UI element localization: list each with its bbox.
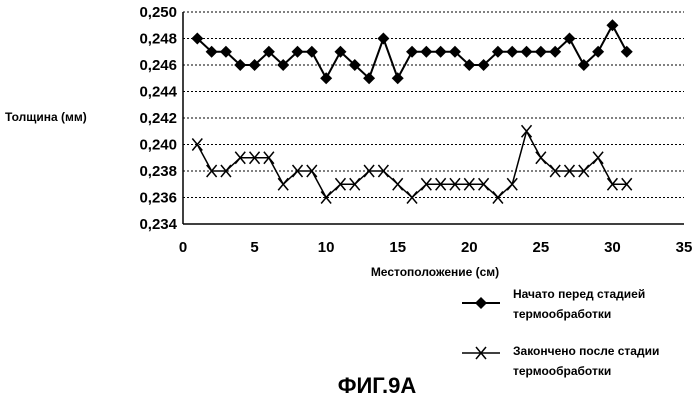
y-tick-label: 0,242 bbox=[139, 110, 177, 127]
data-point-series-2 bbox=[463, 177, 475, 191]
data-point-series-2 bbox=[606, 177, 619, 191]
data-point-series-1 bbox=[262, 45, 275, 58]
data-point-series-2 bbox=[478, 177, 490, 191]
figure-label: ФИГ.9А bbox=[338, 373, 417, 398]
data-point-series-1 bbox=[320, 72, 333, 85]
y-tick-label: 0,236 bbox=[139, 190, 177, 207]
data-point-series-1 bbox=[549, 45, 562, 58]
data-point-series-2 bbox=[206, 164, 218, 178]
grid-lines bbox=[183, 11, 684, 198]
legend-label-series-2-line1: Закончено после стадии bbox=[513, 344, 659, 358]
data-point-series-1 bbox=[334, 45, 347, 58]
y-axis-label: Толщина (мм) bbox=[5, 110, 87, 124]
data-point-series-2 bbox=[234, 151, 246, 165]
data-point-series-2 bbox=[492, 191, 504, 204]
data-point-series-1 bbox=[520, 45, 533, 58]
data-point-series-2 bbox=[334, 177, 347, 191]
x-tick-label: 10 bbox=[318, 239, 335, 256]
data-point-series-1 bbox=[420, 45, 433, 58]
data-point-series-1 bbox=[234, 59, 247, 71]
data-point-series-1 bbox=[563, 32, 576, 45]
data-point-series-2 bbox=[563, 164, 576, 178]
data-point-series-1 bbox=[534, 45, 547, 58]
y-tick-label: 0,246 bbox=[139, 57, 177, 74]
data-point-series-2 bbox=[549, 164, 561, 178]
data-point-series-1 bbox=[348, 59, 361, 71]
y-tick-label: 0,234 bbox=[139, 216, 177, 233]
data-point-series-2 bbox=[449, 177, 461, 191]
data-point-series-2 bbox=[320, 191, 332, 204]
data-point-series-1 bbox=[491, 45, 504, 58]
legend-label-series-1-line1: Начато перед стадией bbox=[513, 287, 645, 301]
data-point-series-1 bbox=[506, 45, 519, 58]
series-line-2 bbox=[196, 129, 627, 199]
data-point-series-1 bbox=[305, 45, 318, 58]
legend-marker-series-2 bbox=[475, 346, 487, 360]
data-point-series-2 bbox=[535, 151, 547, 165]
data-point-series-2 bbox=[349, 177, 361, 191]
data-point-series-1 bbox=[291, 45, 304, 58]
data-point-series-1 bbox=[577, 59, 590, 71]
axes bbox=[182, 12, 684, 225]
legend-marker-series-1 bbox=[475, 297, 487, 309]
data-point-series-2 bbox=[406, 191, 418, 204]
data-point-series-2 bbox=[578, 164, 590, 178]
x-tick-label: 30 bbox=[604, 239, 621, 256]
x-tick-label: 25 bbox=[533, 239, 550, 256]
data-point-series-2 bbox=[277, 177, 289, 191]
data-point-series-1 bbox=[448, 45, 461, 58]
data-point-series-1 bbox=[363, 72, 376, 85]
y-tick-label: 0,250 bbox=[139, 4, 177, 21]
data-point-series-2 bbox=[435, 177, 447, 191]
data-point-series-1 bbox=[434, 45, 447, 58]
x-tick-label: 15 bbox=[389, 239, 406, 256]
data-point-series-1 bbox=[477, 59, 490, 71]
x-axis-label: Местоположение (см) bbox=[371, 265, 499, 279]
x-tick-label: 0 bbox=[179, 239, 187, 256]
data-point-series-1 bbox=[219, 45, 232, 58]
data-point-series-1 bbox=[606, 19, 619, 32]
legend: Начато перед стадией термообработки Зако… bbox=[462, 287, 659, 378]
data-point-series-1 bbox=[191, 32, 204, 45]
x-tick-labels: 0 5 10 15 20 25 30 35 bbox=[179, 239, 693, 256]
data-point-series-2 bbox=[248, 151, 261, 165]
y-tick-label: 0,248 bbox=[139, 31, 177, 48]
y-tick-label: 0,240 bbox=[139, 137, 177, 154]
data-point-series-1 bbox=[205, 45, 218, 58]
data-point-series-1 bbox=[620, 45, 633, 58]
x-tick-label: 5 bbox=[250, 239, 258, 256]
data-point-series-1 bbox=[377, 32, 390, 45]
data-point-series-2 bbox=[291, 164, 304, 178]
data-point-series-2 bbox=[621, 177, 633, 191]
y-tick-label: 0,238 bbox=[139, 163, 177, 180]
data-point-series-1 bbox=[391, 72, 404, 85]
data-point-series-2 bbox=[263, 151, 275, 165]
data-point-series-2 bbox=[506, 177, 518, 191]
x-tick-label: 20 bbox=[461, 239, 478, 256]
data-point-series-1 bbox=[277, 59, 290, 71]
data-point-series-2 bbox=[377, 164, 389, 178]
data-point-series-2 bbox=[306, 164, 318, 178]
data-point-series-2 bbox=[220, 164, 232, 178]
data-point-series-2 bbox=[363, 164, 375, 178]
y-tick-label: 0,244 bbox=[139, 84, 177, 101]
data-point-series-2 bbox=[392, 177, 404, 191]
series-group bbox=[191, 19, 633, 204]
data-point-series-1 bbox=[592, 45, 605, 58]
y-tick-labels: 0,234 0,236 0,238 0,240 0,242 0,244 0,246 0,248… bbox=[139, 4, 177, 233]
data-point-series-1 bbox=[463, 59, 476, 71]
data-point-series-2 bbox=[520, 124, 533, 138]
legend-label-series-1-line2: термообработки bbox=[513, 307, 611, 321]
legend-label-series-2-line2: термообработки bbox=[513, 364, 611, 378]
data-point-series-1 bbox=[248, 59, 261, 71]
data-point-series-1 bbox=[406, 45, 419, 58]
data-point-series-2 bbox=[420, 177, 432, 191]
data-point-series-2 bbox=[592, 151, 604, 165]
x-tick-label: 35 bbox=[676, 239, 693, 256]
data-point-series-2 bbox=[191, 138, 203, 151]
